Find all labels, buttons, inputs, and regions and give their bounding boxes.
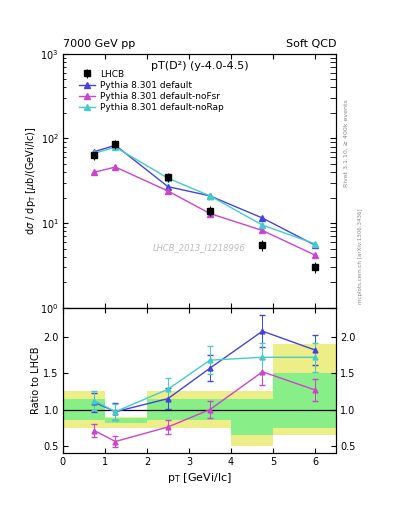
Text: 7000 GeV pp: 7000 GeV pp: [63, 38, 135, 49]
Pythia 8.301 default-noRap: [113, 144, 118, 150]
Pythia 8.301 default: [313, 242, 318, 248]
Pythia 8.301 default-noRap: [92, 150, 97, 156]
Pythia 8.301 default: [113, 142, 118, 148]
Pythia 8.301 default: [208, 193, 212, 199]
Pythia 8.301 default-noFsr: [313, 252, 318, 258]
Line: Pythia 8.301 default-noRap: Pythia 8.301 default-noRap: [92, 144, 318, 247]
Pythia 8.301 default: [165, 184, 170, 190]
Y-axis label: Ratio to LHCB: Ratio to LHCB: [31, 347, 40, 414]
X-axis label: p$_\mathrm{T}$ [GeVi/lc]: p$_\mathrm{T}$ [GeVi/lc]: [167, 472, 232, 485]
Y-axis label: d$\sigma$ / dp$_\mathrm{T}$ [$\mu$b/(GeVi/lc)]: d$\sigma$ / dp$_\mathrm{T}$ [$\mu$b/(GeV…: [24, 126, 38, 235]
Pythia 8.301 default-noFsr: [92, 169, 97, 175]
Text: mcplots.cern.ch [arXiv:1306.3436]: mcplots.cern.ch [arXiv:1306.3436]: [358, 208, 363, 304]
Pythia 8.301 default-noFsr: [208, 210, 212, 217]
Legend: LHCB, Pythia 8.301 default, Pythia 8.301 default-noFsr, Pythia 8.301 default-noR: LHCB, Pythia 8.301 default, Pythia 8.301…: [75, 66, 227, 116]
Pythia 8.301 default-noRap: [208, 193, 212, 199]
Pythia 8.301 default-noFsr: [260, 227, 265, 233]
Pythia 8.301 default-noRap: [313, 241, 318, 247]
Text: LHCB_2013_I1218996: LHCB_2013_I1218996: [153, 243, 246, 252]
Pythia 8.301 default: [92, 148, 97, 155]
Line: Pythia 8.301 default: Pythia 8.301 default: [92, 142, 318, 248]
Pythia 8.301 default-noFsr: [113, 164, 118, 170]
Pythia 8.301 default-noFsr: [165, 188, 170, 194]
Line: Pythia 8.301 default-noFsr: Pythia 8.301 default-noFsr: [92, 164, 318, 258]
Pythia 8.301 default-noRap: [260, 222, 265, 228]
Text: pT(D²) (y-4.0-4.5): pT(D²) (y-4.0-4.5): [151, 61, 248, 71]
Text: Rivet 3.1.10, ≥ 400k events: Rivet 3.1.10, ≥ 400k events: [344, 99, 349, 187]
Pythia 8.301 default-noRap: [165, 175, 170, 181]
Text: Soft QCD: Soft QCD: [286, 38, 336, 49]
Pythia 8.301 default: [260, 215, 265, 221]
